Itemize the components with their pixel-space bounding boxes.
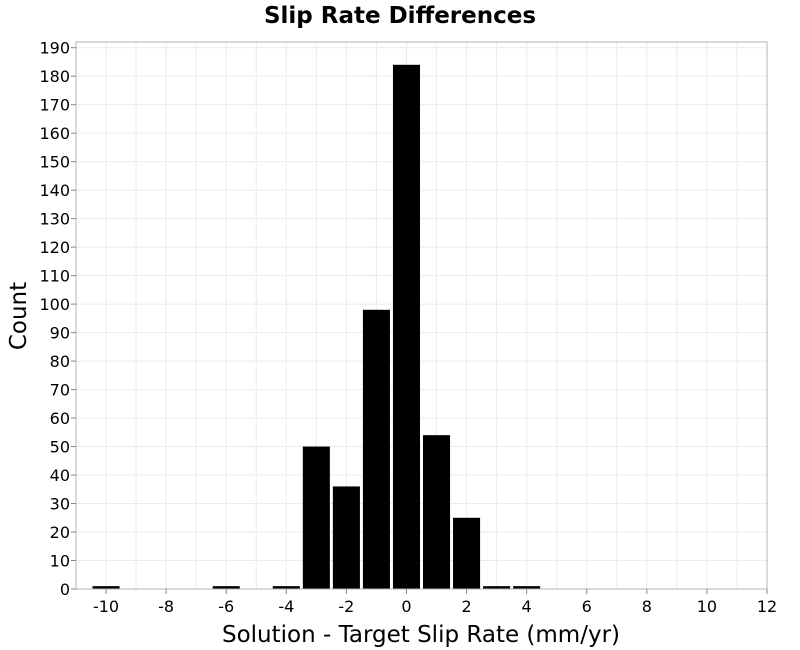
y-tick-label: 130 [39, 210, 70, 229]
y-tick-label: 100 [39, 295, 70, 314]
x-tick-label: -6 [218, 597, 234, 616]
grid-lines [75, 42, 768, 590]
histogram-bar [513, 586, 541, 589]
y-tick-label: 0 [60, 580, 70, 599]
histogram-bar [392, 64, 420, 589]
y-tick-label: 180 [39, 67, 70, 86]
chart-title: Slip Rate Differences [264, 3, 536, 29]
y-tick-label: 160 [39, 124, 70, 143]
histogram-bar [332, 486, 360, 589]
x-tick-label: -4 [278, 597, 294, 616]
histogram-bar [423, 435, 451, 589]
y-tick-label: 150 [39, 153, 70, 172]
histogram-bar [212, 586, 240, 589]
y-tick-label: 20 [50, 523, 70, 542]
y-tick-label: 70 [50, 381, 70, 400]
y-tick-label: 170 [39, 96, 70, 115]
x-axis: -10 -8 -6 -4 -2 0 2 4 6 8 10 12 [93, 589, 777, 616]
y-tick-label: 190 [39, 39, 70, 58]
x-tick-label: 2 [461, 597, 471, 616]
y-axis-label: Count [6, 282, 32, 350]
y-tick-label: 50 [50, 438, 70, 457]
histogram-bar [302, 446, 330, 589]
y-tick-label: 40 [50, 466, 70, 485]
histogram-bar [362, 309, 390, 589]
x-tick-label: 12 [757, 597, 777, 616]
histogram-bar [453, 517, 481, 589]
x-tick-label: -2 [338, 597, 354, 616]
y-tick-label: 90 [50, 324, 70, 343]
x-tick-label: 8 [642, 597, 652, 616]
x-tick-label: -10 [93, 597, 119, 616]
x-axis-label: Solution - Target Slip Rate (mm/yr) [222, 622, 620, 648]
histogram-bar [272, 586, 300, 589]
bars [92, 64, 541, 589]
x-tick-label: 10 [697, 597, 717, 616]
y-tick-label: 110 [39, 267, 70, 286]
y-tick-label: 140 [39, 181, 70, 200]
histogram-bar [483, 586, 511, 589]
y-tick-label: 30 [50, 495, 70, 514]
x-tick-label: 0 [401, 597, 411, 616]
plot-frame [75, 41, 768, 590]
y-tick-label: 10 [50, 552, 70, 571]
x-tick-label: -8 [158, 597, 174, 616]
y-tick-label: 80 [50, 352, 70, 371]
y-tick-label: 60 [50, 409, 70, 428]
histogram-bar [92, 586, 120, 589]
y-axis: 0 10 20 30 40 50 60 70 80 90 100 110 120 130 140 150 160… [39, 39, 76, 599]
x-tick-label: 6 [582, 597, 592, 616]
y-tick-label: 120 [39, 238, 70, 257]
x-tick-label: 4 [522, 597, 532, 616]
